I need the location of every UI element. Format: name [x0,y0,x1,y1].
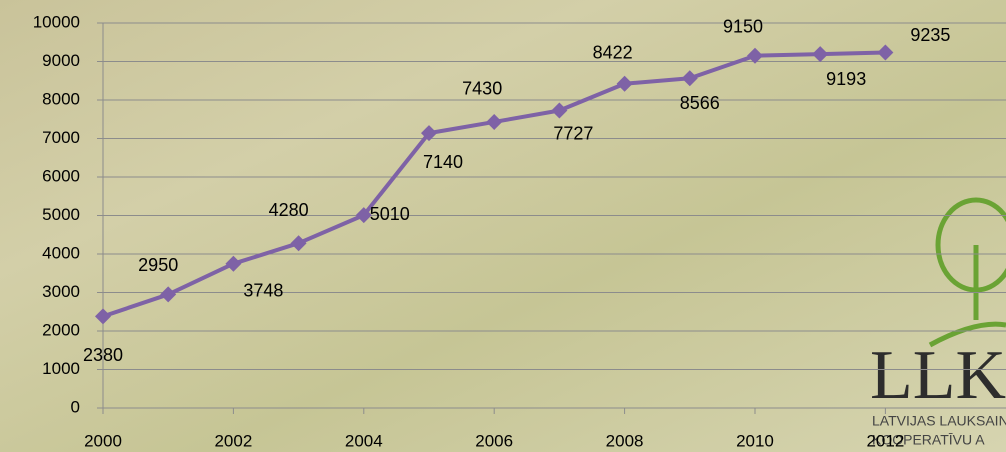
x-tick-label: 2012 [866,431,904,450]
marker [95,308,111,325]
marker [486,113,503,130]
data-label: 7430 [462,79,502,99]
marker [812,46,829,63]
y-tick-label: 7000 [42,128,80,147]
data-label: 8422 [593,43,633,63]
x-tick-label: 2002 [214,431,252,450]
data-label: 2950 [138,255,178,275]
marker [420,125,437,142]
data-label: 4280 [269,200,309,220]
data-label: 7140 [423,152,463,172]
data-label: 9193 [826,69,866,89]
y-tick-label: 2000 [42,320,80,339]
x-tick-label: 2000 [84,431,122,450]
y-tick-label: 0 [71,397,80,416]
y-tick-label: 6000 [42,166,80,185]
marker [225,255,242,272]
data-label: 9235 [910,25,950,45]
data-label: 2380 [83,345,123,365]
y-tick-label: 10000 [33,12,80,31]
marker [355,207,372,224]
y-tick-label: 5000 [42,205,80,224]
data-label: 7727 [553,123,593,143]
x-tick-label: 2008 [606,431,644,450]
x-tick-label: 2004 [345,431,383,450]
logo-line: KOOPERATĪVU A [872,432,985,448]
logo-ground [928,321,1006,348]
y-tick-label: 4000 [42,243,80,262]
logo-line: LATVIJAS LAUKSAIN [872,413,1006,429]
marker [746,47,763,64]
x-tick-label: 2006 [475,431,513,450]
y-tick-label: 1000 [42,359,80,378]
y-tick-label: 3000 [42,282,80,301]
data-label: 3748 [243,280,283,300]
y-tick-label: 8000 [42,89,80,108]
marker [290,235,307,252]
marker [616,75,633,92]
logo-name: LLK [870,337,1006,414]
marker [551,102,568,119]
marker [877,44,894,61]
marker [681,70,698,87]
logo: LLK LATVIJAS LAUKSAIN KOOPERATĪVU A [870,197,1006,448]
y-tick-label: 9000 [42,51,80,70]
x-tick-label: 2010 [736,431,774,450]
data-label: 9150 [723,16,763,36]
data-label: 5010 [370,204,410,224]
marker [160,286,177,303]
data-label: 8566 [680,93,720,113]
